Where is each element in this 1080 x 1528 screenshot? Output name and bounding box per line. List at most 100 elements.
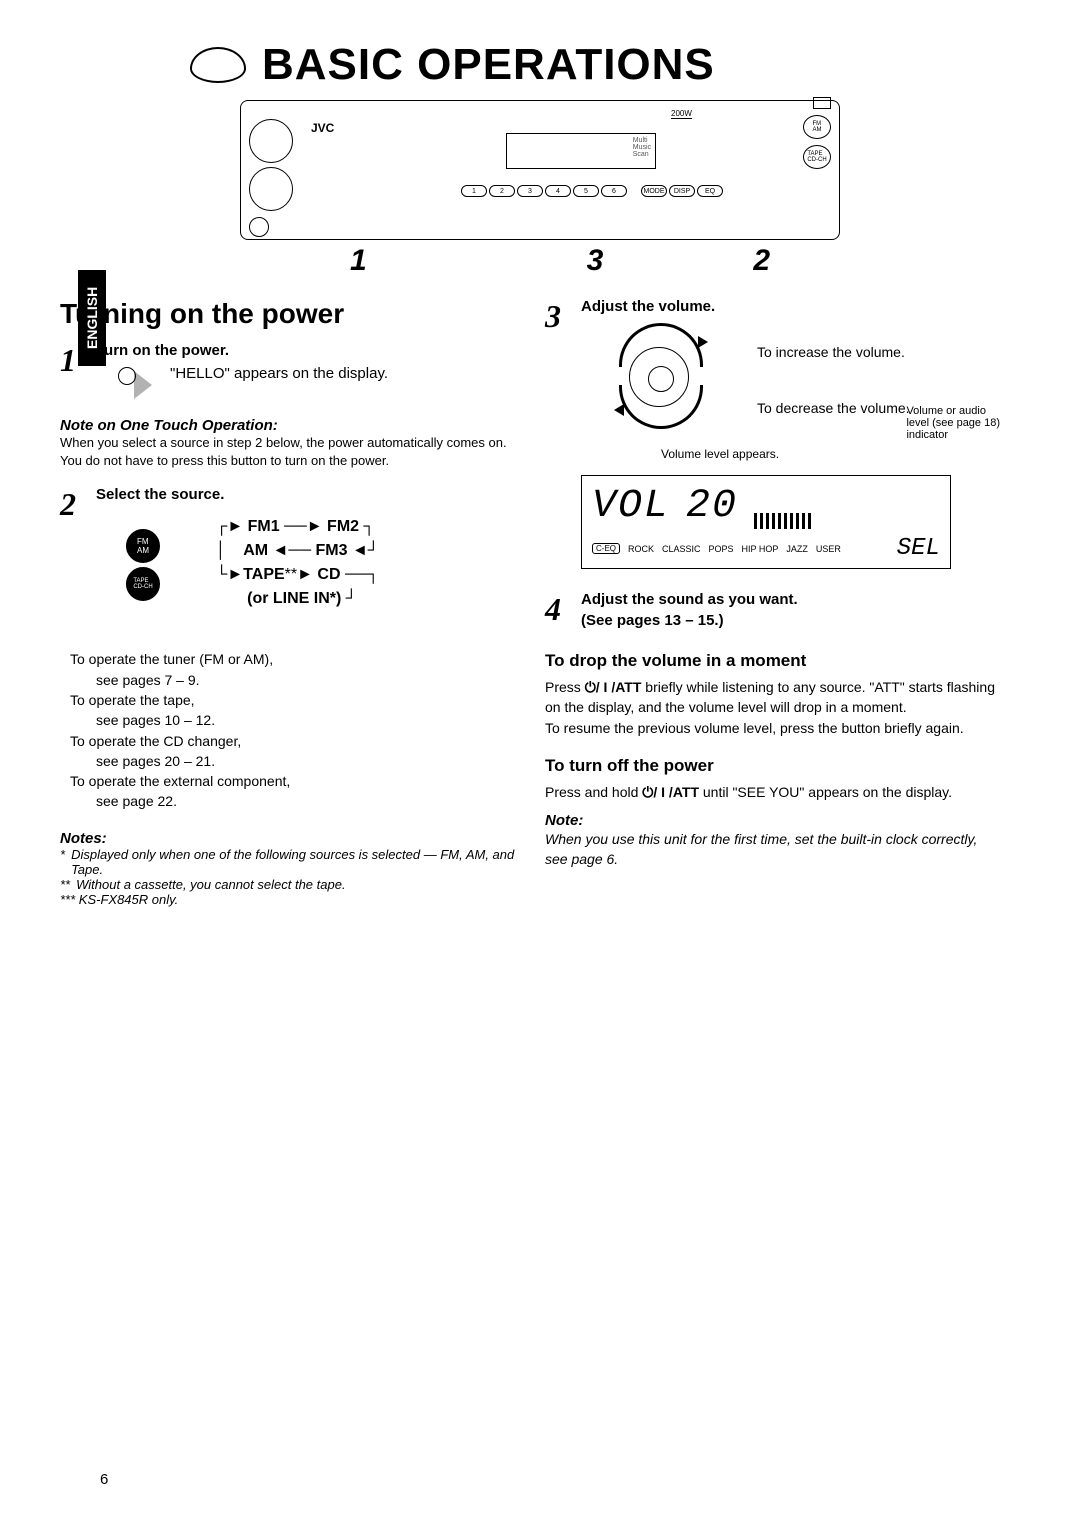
eq-item: USER [816,544,841,554]
source-cycle-diagram: FM AM TAPE CD-CH ┌► FM1 ──► FM2 ┐ │ AM ◄… [126,511,466,621]
ind-line2: level (see page 18) [906,417,1000,429]
src-cd: CD [317,566,340,583]
eq-item: CLASSIC [662,544,701,554]
eject-icon [813,97,831,109]
hand-icon [190,47,246,83]
tape-cd-icon: TAPE CD-CH [126,567,160,601]
eq-item: HIP HOP [742,544,779,554]
num-btn: 2 [489,185,515,197]
step-4-head: Adjust the sound as you want. [581,591,1000,608]
step-number: 4 [545,591,571,628]
display-screen: Multi Music Scan [506,133,656,169]
seg-val: 20 [686,484,738,529]
page-title: BASIC OPERATIONS [262,40,715,90]
eq-item: ROCK [628,544,654,554]
fm-am-icon: FM AM [126,529,160,563]
turn-off-head: To turn off the power [545,756,1000,776]
volume-knob-diagram [601,325,741,435]
page-header: BASIC OPERATIONS [190,40,1000,90]
one-touch-note-head: Note on One Touch Operation: [60,417,515,434]
src-tape: TAPE [243,566,284,583]
small-knob-icon [249,217,269,237]
screen-line: Multi [633,137,651,144]
level-bar-icon [754,513,814,529]
number-buttons: 1 2 3 4 5 6 MODE DISP EQ [461,185,723,197]
src-fm1: FM1 [248,518,280,535]
drop-volume-head: To drop the volume in a moment [545,651,1000,671]
marker-1: 1 [350,244,367,278]
decrease-label: To decrease the volume. [757,400,910,416]
screen-line: Scan [633,151,651,158]
explain-line: To operate the tape, [70,690,515,710]
one-touch-note-body: When you select a source in step 2 below… [60,434,515,470]
explain-line: see pages 7 – 9. [96,670,515,690]
src-linein: (or LINE IN*) [247,590,341,607]
power-button-icon [116,365,160,405]
vol-appears-label: Volume level appears. [661,447,1000,461]
eq-item: JAZZ [786,544,808,554]
tape-cd-btn: TAPE CD-CH [803,145,831,169]
operate-list: To operate the tuner (FM or AM), see pag… [70,649,515,811]
explain-line: see pages 20 – 21. [96,751,515,771]
explain-line: To operate the external component, [70,771,515,791]
num-btn: 4 [545,185,571,197]
note-star: * [60,847,65,877]
step-1-text: "HELLO" appears on the display. [170,365,388,382]
section-title: Turning on the power [60,298,515,330]
seg-vol: VOL [592,484,670,529]
source-buttons: FM AM TAPE CD-CH [803,115,831,169]
turn-off-body: Press and hold ⏻/ I /ATT until "SEE YOU"… [545,782,1000,802]
display-panel: VOL 20 C-EQ ROCK CLASSIC POPS HIP HOP JA… [581,475,951,569]
src-fm3: FM3 [316,542,348,559]
eq-btn: EQ [697,185,723,197]
marker-3: 3 [587,244,604,278]
num-btn: 1 [461,185,487,197]
step-number: 3 [545,298,571,335]
step-number: 2 [60,486,86,523]
drop-volume-body: Press ⏻/ I /ATT briefly while listening … [545,677,1000,718]
increase-label: To increase the volume. [757,344,910,360]
screen-line: Music [633,144,651,151]
volume-knob-icon [249,167,293,211]
left-column: Turning on the power 1 Turn on the power… [60,298,515,907]
power-watt-label: 200W [671,109,692,119]
att-symbol: ⏻/ I /ATT [642,784,699,800]
ind-line1: Volume or audio [906,405,1000,417]
language-tab: ENGLISH [78,270,106,366]
step-1-head: Turn on the power. [96,342,515,359]
explain-line: To operate the CD changer, [70,731,515,751]
mode-btn: MODE [641,185,667,197]
drop-volume-resume: To resume the previous volume level, pre… [545,718,1000,738]
ind-line3: indicator [906,429,1000,441]
page-number: 6 [100,1471,108,1488]
num-btn: 6 [601,185,627,197]
explain-line: To operate the tuner (FM or AM), [70,649,515,669]
brand-label: JVC [311,121,334,135]
diagram-markers: 1 3 2 [240,244,840,278]
num-btn: 5 [573,185,599,197]
att-symbol: ⏻/ I /ATT [585,679,642,695]
explain-line: see pages 10 – 12. [96,710,515,730]
fm-am-btn: FM AM [803,115,831,139]
src-fm2: FM2 [327,518,359,535]
notes-head: Notes: [60,830,515,847]
num-btn: 3 [517,185,543,197]
note-dstar2: *** KS-FX845R only. [60,892,515,907]
step-4-sub: (See pages 13 – 15.) [581,612,1000,629]
left-controls [249,119,293,237]
seg-sel: SEL [897,535,940,562]
note-dstar: ** [60,877,70,892]
off-note-body: When you use this unit for the first tim… [545,829,1000,870]
src-am: AM [243,542,268,559]
right-column: 3 Adjust the volume. To increase the vol… [545,298,1000,907]
stereo-diagram: JVC 200W Multi Music Scan 1 2 3 4 5 6 MO… [240,100,840,240]
eq-item: POPS [709,544,734,554]
explain-line: see page 22. [96,791,515,811]
power-knob-icon [249,119,293,163]
step-2-head: Select the source. [96,486,515,503]
ceq-label: C-EQ [592,543,620,554]
note-star-text: Displayed only when one of the following… [71,847,515,877]
marker-2: 2 [753,244,770,278]
disp-btn: DISP [669,185,695,197]
step-3-head: Adjust the volume. [581,298,1000,315]
